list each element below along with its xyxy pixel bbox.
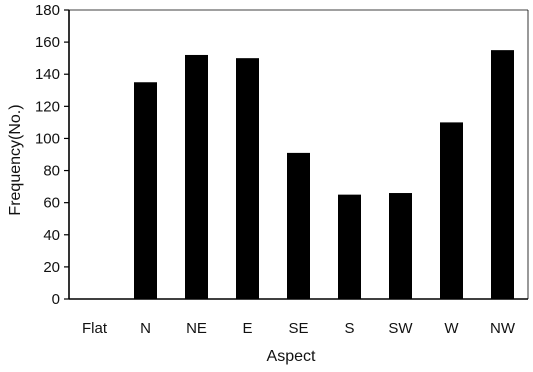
x-tick-label: SW <box>388 320 413 337</box>
y-tick-label: 160 <box>35 34 60 51</box>
y-tick-label: 100 <box>35 130 60 147</box>
bar-se <box>287 152 310 299</box>
x-tick-label: S <box>344 320 354 337</box>
x-tick-label: Flat <box>82 320 108 337</box>
y-tick-label: 120 <box>35 98 60 115</box>
y-tick-label: 180 <box>35 2 60 19</box>
x-axis-label: Aspect <box>267 348 316 365</box>
y-tick-label: 80 <box>43 163 60 180</box>
y-tick-label: 60 <box>43 195 60 212</box>
x-axis-ticks: Flat N NE E SE S SW W NW <box>82 320 516 337</box>
bar-nw <box>491 50 514 299</box>
y-tick-label: 140 <box>35 66 60 83</box>
y-tick-label: 40 <box>43 227 60 244</box>
x-tick-label: E <box>242 320 252 337</box>
y-axis-label: Frequency(No.) <box>7 104 24 215</box>
bar-ne <box>185 54 208 300</box>
bar-n <box>134 82 157 299</box>
bar-e <box>236 58 259 299</box>
x-tick-label: N <box>140 320 151 337</box>
bar-s <box>338 194 361 299</box>
y-tick-label: 0 <box>52 291 60 308</box>
bar-series <box>134 50 514 300</box>
y-axis-ticks: 0 20 40 60 80 100 120 140 160 180 <box>35 2 69 308</box>
x-tick-label: W <box>444 320 459 337</box>
bar-w <box>440 122 463 299</box>
x-tick-label: SE <box>288 320 308 337</box>
y-tick-label: 20 <box>43 259 60 276</box>
x-tick-label: NW <box>490 320 516 337</box>
x-tick-label: NE <box>186 320 207 337</box>
bar-sw <box>389 193 412 299</box>
